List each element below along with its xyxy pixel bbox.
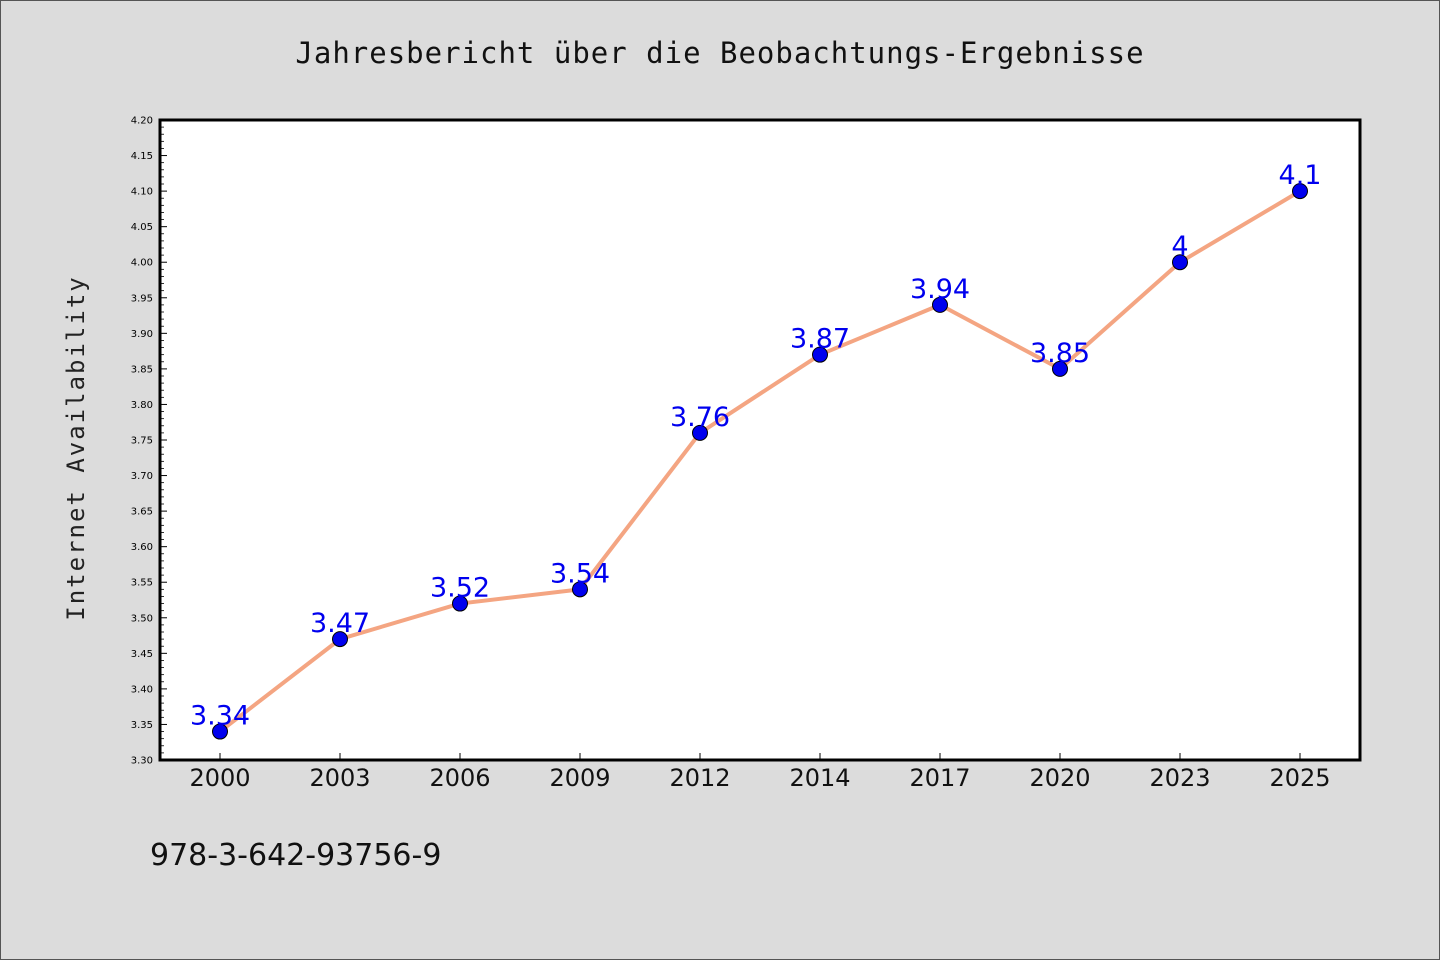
x-tick-label: 2025 [1269, 764, 1330, 792]
data-point-marker [452, 595, 468, 612]
y-tick-label: 4.00 [131, 258, 153, 269]
x-tick-label: 2023 [1149, 764, 1210, 792]
x-tick-label: 2009 [549, 764, 610, 792]
x-tick-label: 2003 [309, 764, 370, 792]
y-tick-label: 3.50 [131, 613, 153, 624]
y-tick-label: 3.95 [131, 293, 153, 304]
chart-title: Jahresbericht über die Beobachtungs-Erge… [295, 36, 1144, 70]
y-tick-label: 3.70 [131, 471, 153, 482]
y-tick-label: 3.75 [131, 436, 153, 447]
plot-area [158, 118, 1362, 762]
y-tick-label: 3.65 [131, 507, 153, 518]
y-axis-ticks: 3.30 3.35 3.40 3.45 3.50 3.55 3.60 3.65 3.70 3.75… [131, 116, 167, 767]
x-axis-ticks: 2000 2003 2006 2009 2012 2014 2017 2020 2023 2025 [189, 753, 1331, 792]
y-tick-label: 3.45 [131, 649, 153, 660]
series-lines [218, 189, 1302, 734]
data-point-marker [212, 723, 228, 740]
footer-code: 978-3-642-93756-9 [150, 838, 441, 873]
x-tick-label: 2006 [429, 764, 490, 792]
y-tick-label: 3.90 [131, 329, 153, 340]
data-point-label: 3.52 [430, 573, 490, 604]
data-point-marker [1292, 183, 1308, 200]
y-tick-label: 4.20 [131, 116, 153, 127]
x-tick-label: 2014 [789, 764, 850, 792]
x-tick-label: 2012 [669, 764, 730, 792]
y-tick-label: 4.05 [131, 222, 153, 233]
y-tick-label: 4.15 [131, 151, 153, 162]
y-tick-label: 3.55 [131, 578, 153, 589]
y-tick-label: 4.10 [131, 187, 153, 198]
x-tick-label: 2017 [909, 764, 970, 792]
data-point-label: 3.94 [910, 274, 970, 305]
data-point-marker [572, 581, 588, 598]
data-point-label: 3.85 [1030, 338, 1090, 369]
series-markers [212, 183, 1308, 740]
data-point-marker [812, 346, 828, 363]
y-tick-label: 3.80 [131, 400, 153, 411]
data-point-label: 3.47 [310, 608, 370, 639]
data-labels: 3.34 3.47 3.52 3.54 3.76 3.87 3.94 3.85 4 4.1 [190, 160, 1322, 731]
y-tick-label: 3.85 [131, 364, 153, 375]
data-point-label: 3.54 [550, 558, 610, 589]
series-line [218, 189, 1302, 734]
y-tick-label: 3.30 [131, 756, 153, 767]
data-point-marker [332, 631, 348, 648]
data-point-label: 3.87 [790, 324, 850, 355]
x-tick-label: 2000 [189, 764, 250, 792]
y-axis-label: Internet Availability [62, 275, 90, 620]
data-point-marker [692, 424, 708, 441]
y-tick-label: 3.40 [131, 684, 153, 695]
data-point-marker [1172, 254, 1188, 271]
data-point-marker [932, 296, 948, 313]
data-point-label: 4.1 [1279, 160, 1322, 191]
data-point-label: 4 [1171, 231, 1188, 262]
data-point-label: 3.76 [670, 402, 730, 433]
y-tick-label: 3.60 [131, 542, 153, 553]
y-tick-label: 3.35 [131, 720, 153, 731]
data-point-label: 3.34 [190, 701, 250, 732]
data-point-marker [1052, 360, 1068, 377]
x-tick-label: 2020 [1029, 764, 1090, 792]
